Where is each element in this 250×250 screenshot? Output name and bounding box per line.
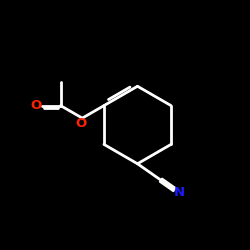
Text: O: O: [31, 99, 42, 112]
Text: O: O: [76, 117, 87, 130]
Text: N: N: [173, 186, 184, 199]
